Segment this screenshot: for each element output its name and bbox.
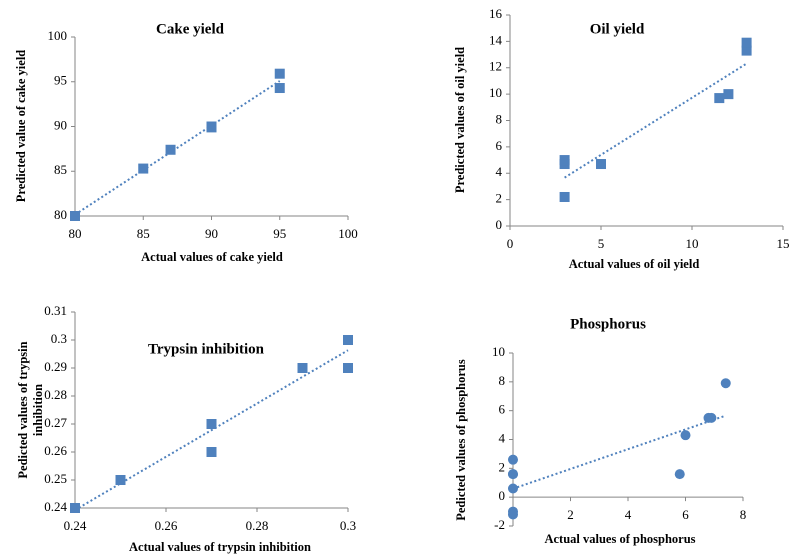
point	[559, 191, 570, 202]
y-tick-label: 0.25	[44, 471, 67, 486]
y-tick-label: 100	[48, 28, 68, 43]
point	[70, 503, 80, 513]
y-tick-label: 10	[492, 344, 505, 359]
point	[206, 419, 217, 429]
point	[508, 469, 518, 480]
y-tick-label: 85	[54, 162, 67, 177]
y-axis-label: Predicted value of cake yield	[14, 50, 28, 203]
y-tick-label: 0	[496, 217, 503, 232]
y-tick-label: 0.29	[44, 359, 67, 374]
point	[206, 447, 217, 457]
point	[741, 37, 752, 48]
trendline	[74, 80, 281, 216]
x-tick-label: 4	[625, 507, 632, 522]
x-axis-label: Actual values of oil yield	[569, 257, 700, 271]
y-axis-label: Pedicted values of trypsin	[16, 341, 30, 478]
chart-title: Phosphorus	[570, 316, 646, 332]
y-tick-label: 0.28	[44, 387, 67, 402]
y-tick-label: 16	[489, 6, 503, 21]
point	[508, 483, 518, 494]
point	[70, 211, 80, 221]
y-tick-label: 0	[499, 488, 506, 503]
x-tick-label: 0.24	[64, 518, 87, 533]
x-tick-label: 0.28	[246, 518, 269, 533]
x-tick-label: 80	[69, 226, 82, 241]
y-tick-label: -2	[494, 517, 505, 532]
chart-title: Trypsin inhibition	[148, 341, 265, 357]
x-axis-label: Actual values of phosphorus	[544, 532, 695, 546]
y-tick-label: 2	[499, 459, 506, 474]
x-tick-label: 15	[777, 236, 790, 251]
y-tick-label: 0.3	[51, 331, 67, 346]
point	[115, 475, 126, 485]
y-tick-label: 90	[54, 117, 67, 132]
point	[206, 122, 217, 133]
chart-title: Cake yield	[156, 21, 225, 37]
y-tick-label: 12	[489, 59, 502, 74]
x-tick-label: 2	[567, 507, 574, 522]
x-tick-label: 10	[686, 236, 699, 251]
y-tick-label: 0.24	[44, 499, 67, 514]
point	[138, 163, 149, 174]
point	[343, 363, 353, 373]
y-axis-label: inhibition	[31, 384, 45, 436]
y-tick-label: 10	[489, 85, 502, 100]
x-tick-label: 90	[205, 226, 218, 241]
y-tick-label: 4	[499, 430, 506, 445]
chart-title: Oil yield	[590, 21, 645, 37]
point	[165, 144, 176, 155]
point	[741, 45, 752, 56]
y-tick-label: 4	[496, 164, 503, 179]
y-tick-label: 6	[496, 138, 503, 153]
point	[343, 335, 353, 345]
point	[508, 454, 518, 465]
y-tick-label: 0.31	[44, 303, 67, 318]
y-tick-label: 14	[489, 32, 503, 47]
point	[508, 509, 518, 520]
point	[559, 155, 570, 166]
y-axis-label: Predicted values of oil yield	[453, 47, 467, 193]
trendline	[564, 62, 748, 179]
y-tick-label: 95	[54, 73, 67, 88]
y-tick-label: 2	[496, 191, 503, 206]
point	[674, 469, 685, 480]
point	[723, 89, 734, 100]
y-tick-label: 6	[499, 402, 506, 417]
point	[297, 363, 308, 373]
y-tick-label: 8	[499, 373, 506, 388]
trendline	[512, 414, 727, 490]
point	[274, 68, 285, 79]
x-tick-label: 8	[740, 507, 747, 522]
y-tick-label: 0.27	[44, 415, 67, 430]
point	[274, 83, 285, 94]
point	[680, 430, 691, 441]
y-tick-label: 8	[496, 111, 503, 126]
x-tick-label: 100	[338, 226, 358, 241]
x-tick-label: 85	[137, 226, 150, 241]
x-tick-label: 0.3	[340, 518, 356, 533]
x-tick-label: 95	[273, 226, 286, 241]
x-axis-label: Actual values of trypsin inhibition	[129, 540, 311, 554]
trendline	[74, 349, 349, 511]
point	[714, 93, 725, 104]
x-tick-label: 0	[507, 236, 514, 251]
y-tick-label: 80	[54, 207, 67, 222]
y-tick-label: 0.26	[44, 443, 67, 458]
x-axis-label: Actual values of cake yield	[141, 250, 283, 264]
point	[706, 412, 717, 423]
x-tick-label: 5	[598, 236, 605, 251]
x-tick-label: 6	[682, 507, 689, 522]
x-tick-label: 0.26	[155, 518, 178, 533]
point	[720, 378, 731, 389]
point	[596, 159, 606, 170]
y-axis-label: Pedicted values of phosphorus	[454, 359, 468, 521]
